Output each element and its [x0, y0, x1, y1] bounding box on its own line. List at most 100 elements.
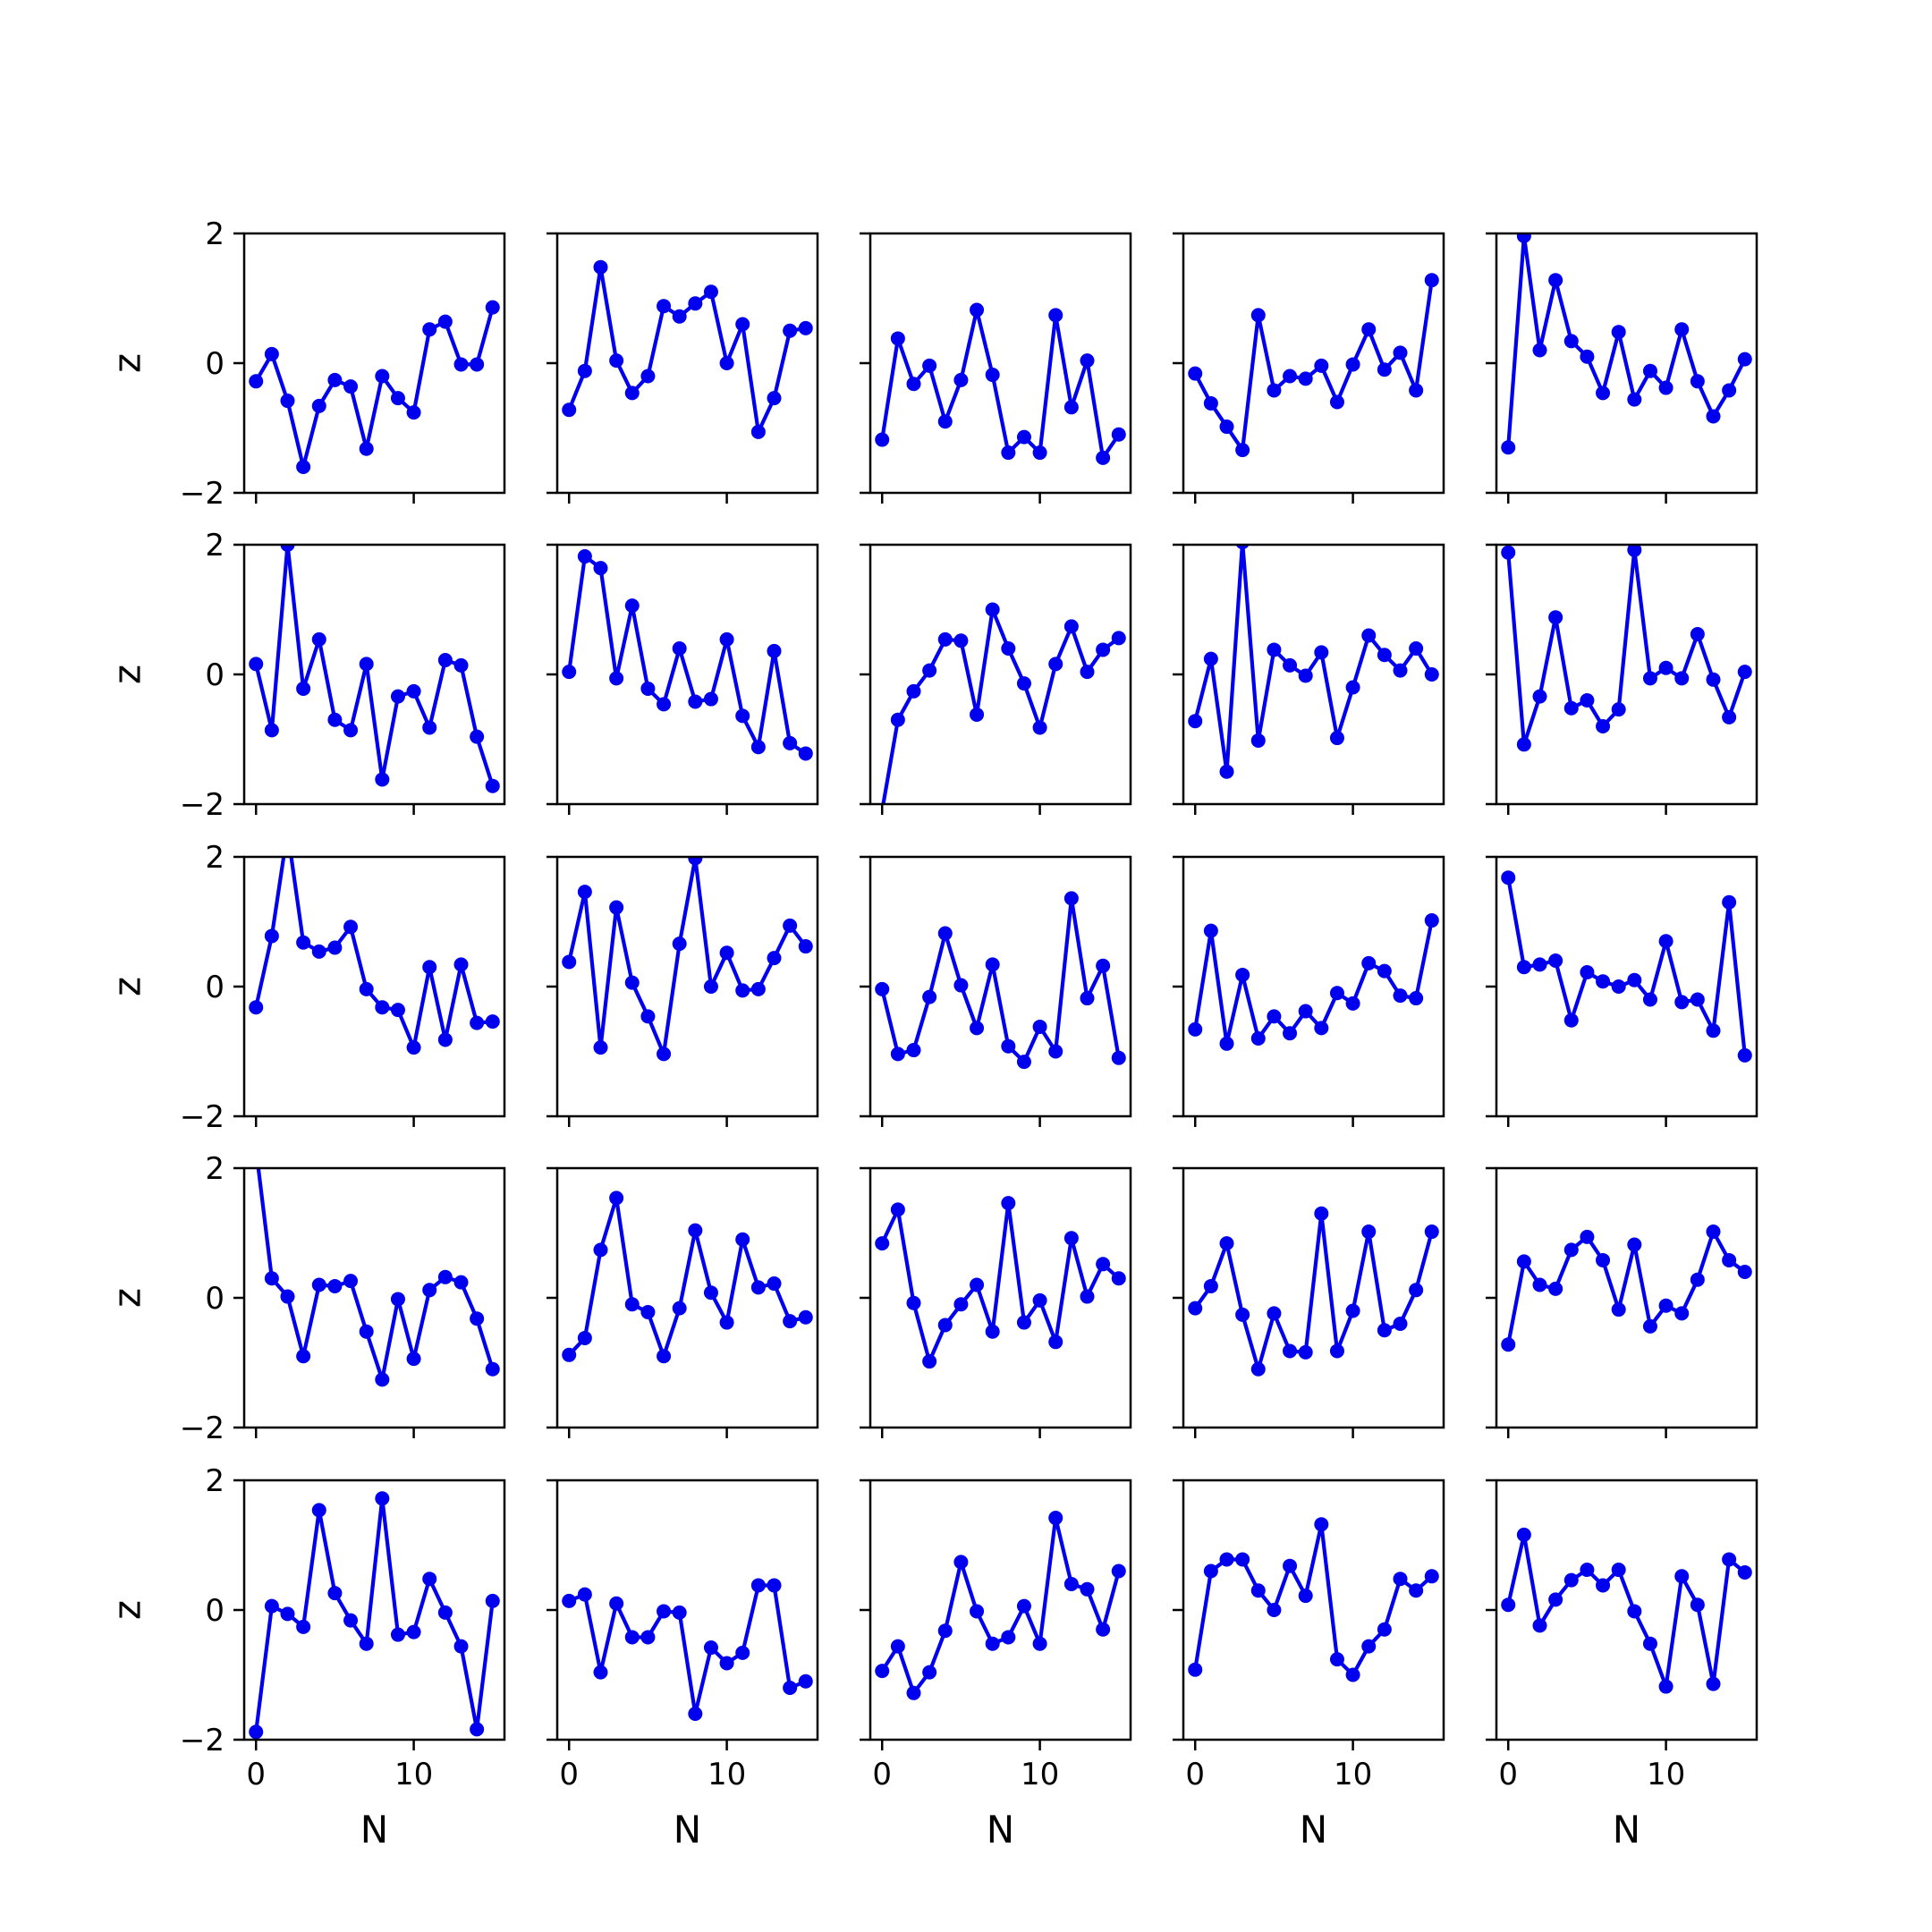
data-point — [453, 657, 469, 673]
data-point — [296, 1349, 311, 1364]
data-point — [1080, 1581, 1095, 1597]
data-point — [875, 1236, 890, 1251]
data-point — [1267, 1603, 1282, 1617]
series-line — [256, 1168, 495, 1382]
data-point — [953, 1297, 969, 1312]
data-point — [906, 683, 921, 699]
data-point — [422, 322, 437, 337]
data-point — [1361, 322, 1377, 337]
x-tick-label: 0 — [1498, 1757, 1518, 1792]
data-point — [577, 363, 592, 378]
data-point — [1016, 429, 1031, 445]
data-point — [890, 1639, 905, 1654]
data-point — [640, 681, 656, 696]
data-point — [1016, 1055, 1031, 1070]
y-tick-label: −2 — [180, 787, 225, 823]
data-point — [422, 960, 437, 975]
data-point — [296, 1619, 311, 1634]
data-point — [688, 1223, 703, 1238]
subplot-r1-c5 — [1486, 232, 1758, 504]
y-tick-label: 2 — [205, 216, 225, 252]
data-point — [1580, 965, 1595, 980]
data-point — [577, 1330, 592, 1345]
x-tick-label: 10 — [708, 1757, 746, 1792]
series-line — [1193, 919, 1434, 1046]
data-point — [767, 1578, 782, 1593]
data-point — [1580, 1563, 1595, 1578]
data-point — [1329, 731, 1344, 746]
data-point — [767, 951, 782, 966]
data-point — [422, 720, 437, 735]
data-point — [1627, 545, 1642, 557]
data-point — [1111, 427, 1126, 442]
data-point — [562, 1593, 577, 1608]
series-line — [1506, 1229, 1747, 1345]
data-point — [735, 708, 750, 724]
data-point — [922, 1354, 937, 1369]
data-point — [1409, 991, 1424, 1006]
y-tick-label: 0 — [205, 657, 225, 693]
data-point — [767, 643, 782, 658]
data-point — [624, 975, 640, 990]
subplot-r4-c3 — [860, 1166, 1132, 1438]
data-point — [1658, 1298, 1674, 1313]
data-point — [343, 1613, 359, 1628]
data-layer — [878, 602, 1126, 804]
data-point — [1016, 676, 1031, 691]
data-point — [953, 1555, 969, 1570]
data-point — [953, 372, 969, 387]
x-tick-label: 10 — [394, 1757, 433, 1792]
data-point — [1611, 979, 1626, 994]
data-point — [296, 935, 311, 950]
series-line — [567, 857, 808, 1056]
data-point — [577, 885, 592, 900]
y-tick-label: 0 — [205, 1281, 225, 1317]
data-point — [1063, 1231, 1079, 1246]
data-point — [640, 1009, 656, 1024]
data-point — [672, 641, 687, 656]
data-layer — [249, 545, 500, 793]
data-point — [562, 665, 577, 680]
data-point — [1642, 1318, 1657, 1334]
data-point — [296, 681, 311, 696]
data-point — [970, 1277, 985, 1292]
data-layer — [1188, 273, 1439, 458]
data-layer — [1188, 1206, 1439, 1377]
data-point — [953, 978, 969, 993]
series-line — [567, 265, 807, 434]
data-point — [1658, 1679, 1674, 1694]
data-layer — [1188, 1517, 1439, 1682]
data-point — [1111, 1563, 1126, 1579]
series-line — [1506, 547, 1747, 747]
subplot-r4-c5 — [1486, 1166, 1758, 1438]
y-tick-label: −2 — [180, 1099, 225, 1135]
data-point — [609, 1596, 624, 1611]
data-point — [311, 631, 326, 647]
data-point — [1063, 891, 1079, 906]
data-point — [577, 1587, 592, 1602]
data-point — [1032, 445, 1047, 461]
data-point — [249, 1724, 264, 1740]
data-point — [703, 1640, 718, 1656]
data-layer — [249, 300, 500, 474]
data-point — [640, 1304, 656, 1319]
x-tick-label: 0 — [246, 1757, 266, 1792]
axes-frame — [1182, 1479, 1445, 1741]
data-point — [922, 358, 937, 373]
data-layer — [562, 1578, 813, 1721]
y-axis-label: z — [106, 1600, 149, 1620]
data-point — [1250, 308, 1266, 323]
subplot-r3-c4 — [1173, 855, 1445, 1127]
data-point — [1314, 1206, 1329, 1221]
data-layer — [562, 259, 813, 439]
data-point — [1563, 1013, 1579, 1028]
y-axis-label: z — [106, 665, 149, 684]
data-point — [1548, 1281, 1563, 1296]
data-point — [1627, 1604, 1642, 1619]
data-point — [1409, 1283, 1424, 1298]
data-point — [719, 1656, 734, 1671]
data-point — [657, 697, 672, 712]
data-point — [890, 1202, 905, 1217]
subplot-r2-c2 — [547, 543, 819, 815]
